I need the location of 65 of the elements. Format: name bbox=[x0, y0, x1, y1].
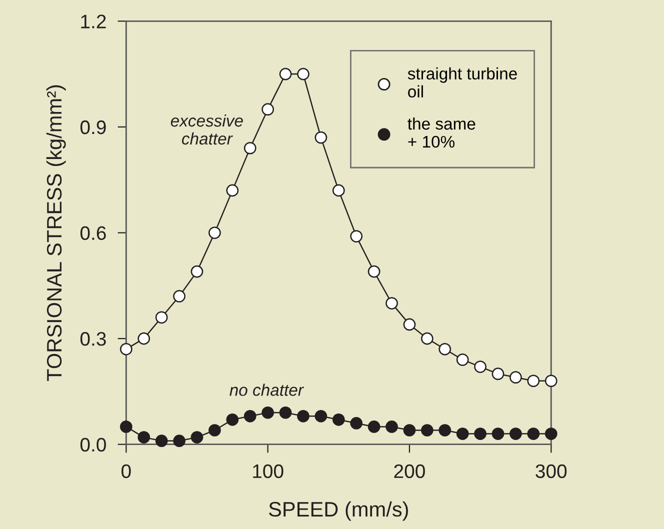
point bbox=[244, 410, 256, 422]
point bbox=[474, 360, 486, 373]
point bbox=[138, 431, 150, 444]
point bbox=[190, 265, 204, 278]
point bbox=[208, 424, 221, 436]
point bbox=[527, 428, 540, 440]
y-tick-label: 1.2 bbox=[81, 14, 106, 28]
y-tick-label: 0.3 bbox=[80, 332, 106, 346]
point bbox=[368, 420, 380, 433]
y-tick-label: 0.0 bbox=[80, 438, 106, 452]
point bbox=[120, 420, 132, 433]
x-tick-label: 200 bbox=[394, 464, 425, 478]
point bbox=[403, 424, 416, 436]
point bbox=[403, 318, 416, 331]
x-axis-title: SPEED (mm/s) bbox=[268, 501, 408, 521]
point bbox=[332, 413, 345, 426]
point bbox=[208, 226, 221, 239]
point bbox=[456, 354, 469, 366]
point bbox=[155, 434, 168, 448]
y-tick-label: 0.9 bbox=[80, 120, 106, 134]
point bbox=[492, 428, 504, 440]
point bbox=[456, 428, 469, 440]
point bbox=[544, 428, 558, 440]
point bbox=[420, 332, 434, 345]
annotation: excessive chatter bbox=[170, 114, 243, 145]
point bbox=[527, 374, 540, 388]
legend-label: the same + 10% bbox=[408, 117, 476, 148]
point bbox=[368, 265, 380, 278]
point bbox=[297, 410, 310, 422]
point bbox=[226, 184, 239, 197]
point bbox=[262, 103, 274, 116]
x-tick-label: 100 bbox=[253, 464, 284, 478]
point bbox=[350, 417, 363, 430]
point bbox=[438, 424, 452, 436]
point bbox=[386, 420, 398, 433]
point bbox=[173, 290, 186, 302]
point bbox=[510, 428, 522, 440]
point bbox=[438, 342, 452, 356]
point bbox=[226, 413, 239, 426]
annotation: no chatter bbox=[230, 384, 304, 396]
point bbox=[155, 311, 168, 324]
point bbox=[350, 230, 363, 242]
point bbox=[244, 142, 256, 154]
point bbox=[138, 332, 150, 345]
point bbox=[492, 368, 504, 380]
point bbox=[544, 374, 558, 388]
point bbox=[279, 406, 292, 419]
point bbox=[262, 406, 274, 419]
y-tick-label: 0.6 bbox=[80, 226, 106, 240]
point bbox=[190, 431, 204, 444]
point bbox=[120, 342, 132, 356]
point bbox=[279, 68, 292, 80]
point bbox=[173, 434, 186, 448]
point bbox=[332, 184, 345, 197]
x-tick-label: 0 bbox=[122, 464, 131, 478]
legend-label: straight turbine oil bbox=[408, 67, 517, 98]
y-axis-title: TORSIONAL STRESS (kg/mm²) bbox=[46, 85, 66, 382]
point bbox=[297, 68, 310, 80]
point bbox=[314, 410, 328, 422]
point bbox=[474, 428, 486, 440]
point bbox=[510, 371, 522, 384]
point bbox=[386, 297, 398, 310]
x-tick-label: 300 bbox=[536, 464, 567, 478]
point bbox=[314, 131, 328, 144]
point bbox=[420, 424, 434, 436]
